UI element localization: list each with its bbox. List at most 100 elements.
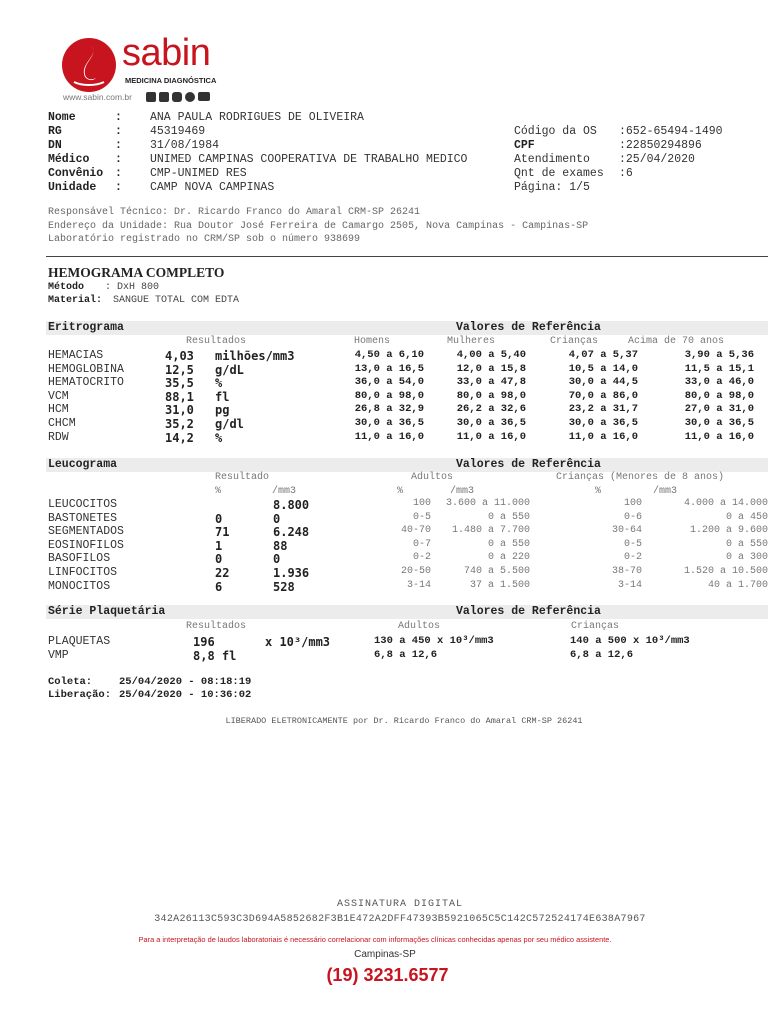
analyte-name: HEMOGLOBINA xyxy=(48,362,124,376)
analyte-name: HEMACIAS xyxy=(48,349,104,362)
patient-value: CAMP NOVA CAMPINAS xyxy=(150,181,275,194)
reference-range: 80,0 a 98,0 xyxy=(684,389,754,402)
child-absolute-range: 0 a 450 xyxy=(725,511,768,523)
child-range: 6,8 a 12,6 xyxy=(570,649,634,661)
divider xyxy=(46,256,768,257)
patient-label: Atendimento xyxy=(514,153,590,166)
adult-percent-range: 0-7 xyxy=(412,538,431,550)
signature-hash: 342A26113C593C3D694A5852682F3B1E472A2DFF… xyxy=(154,914,646,925)
section-header-bar xyxy=(46,458,768,472)
analyte-name: VMP xyxy=(48,649,69,662)
unit-header: % xyxy=(215,486,222,497)
result-unit: pg xyxy=(215,403,230,418)
reference-range: 11,0 a 16,0 xyxy=(456,430,526,443)
reference-range: 11,0 a 16,0 xyxy=(354,430,424,443)
result-absolute: 88 xyxy=(273,538,288,553)
patient-label: Convênio xyxy=(48,167,104,180)
column-header: Acima de 70 anos xyxy=(628,336,725,347)
twitter-icon[interactable] xyxy=(146,92,156,102)
analyte-name: HCM xyxy=(48,403,69,417)
reference-range: 26,8 a 32,9 xyxy=(354,403,424,416)
liberado-note: LIBERADO ELETRONICAMENTE por Dr. Ricardo… xyxy=(225,716,583,726)
reference-range: 30,0 a 36,5 xyxy=(354,417,424,429)
colon-separator: : xyxy=(115,139,122,152)
phone[interactable]: (19) 3231.6577 xyxy=(326,965,449,985)
result-absolute: 0 xyxy=(273,552,281,567)
method-label: Método xyxy=(48,282,85,293)
colon-separator: : xyxy=(115,111,122,124)
reference-range: 10,5 a 14,0 xyxy=(568,362,638,375)
analyte-name: VCM xyxy=(48,389,69,403)
adult-absolute-range: 0 a 550 xyxy=(487,511,530,523)
reference-range: 11,0 a 16,0 xyxy=(684,430,754,443)
adult-absolute-range: 1.480 a 7.700 xyxy=(451,525,530,537)
result-absolute: 0 xyxy=(273,511,281,526)
patient-value: 31/08/1984 xyxy=(150,139,220,152)
liberacao-label: Liberação: xyxy=(48,689,112,701)
colon-separator: : xyxy=(115,167,122,180)
reference-range: 30,0 a 44,5 xyxy=(568,376,638,389)
youtube-icon[interactable] xyxy=(198,92,210,101)
patient-label: Código da OS xyxy=(514,125,597,138)
result-absolute: 8.800 xyxy=(273,498,310,512)
reference-range: 80,0 a 98,0 xyxy=(354,389,424,402)
child-absolute-range: 1.520 a 10.500 xyxy=(683,566,768,577)
coleta-label: Coleta: xyxy=(48,676,93,688)
website-link[interactable]: www.sabin.com.br xyxy=(63,92,132,102)
colon-separator: : xyxy=(115,181,122,194)
liberacao-value: 25/04/2020 - 10:36:02 xyxy=(119,689,252,701)
result-value: 35,2 xyxy=(165,417,194,431)
adult-range: 6,8 a 12,6 xyxy=(374,649,438,661)
instagram-icon[interactable] xyxy=(172,92,182,102)
unit-header: % xyxy=(595,486,602,497)
patient-value: :652-65494-1490 xyxy=(619,125,723,138)
brand-tagline: MEDICINA DIAGNÓSTICA xyxy=(125,76,217,85)
result-percent: 1 xyxy=(215,538,223,553)
info-line: Responsável Técnico: Dr. Ricardo Franco … xyxy=(48,207,421,218)
reference-title: Valores de Referência xyxy=(456,605,601,618)
colon-separator: : xyxy=(115,125,122,138)
sabin-drop-icon xyxy=(62,38,116,92)
result-percent: 6 xyxy=(215,579,223,594)
result-value: 14,2 xyxy=(165,430,194,445)
child-absolute-range: 40 a 1.700 xyxy=(707,579,768,591)
disclaimer: Para a interpretação de laudos laborator… xyxy=(138,935,612,944)
patient-label: DN xyxy=(48,139,62,152)
patient-value: :22850294896 xyxy=(619,139,702,152)
adult-percent-range: 40-70 xyxy=(400,525,431,537)
adult-range: 130 a 450 x 10³/mm3 xyxy=(374,635,494,647)
analyte-name: BASTONETES xyxy=(48,511,118,525)
section-title: Série Plaquetária xyxy=(48,605,166,618)
column-header: Crianças xyxy=(571,621,620,632)
column-header: Resultados xyxy=(186,336,247,347)
result-percent: 71 xyxy=(215,525,230,540)
patient-label: RG xyxy=(48,125,62,138)
info-line: Laboratório registrado no CRM/SP sob o n… xyxy=(48,234,361,245)
spotify-icon[interactable] xyxy=(185,92,195,102)
column-header: Resultados xyxy=(186,621,247,632)
reference-range: 12,0 a 15,8 xyxy=(456,362,526,375)
result-unit: x 10³/mm3 xyxy=(265,635,331,649)
unit-header: % xyxy=(397,486,404,497)
result-unit: fl xyxy=(215,389,230,404)
city: Campinas-SP xyxy=(354,949,416,960)
child-percent-range: 0-5 xyxy=(623,538,642,550)
analyte-name: PLAQUETAS xyxy=(48,635,111,648)
analyte-name: LINFOCITOS xyxy=(48,566,118,579)
unit-header: /mm3 xyxy=(653,486,678,497)
analyte-name: EOSINOFILOS xyxy=(48,538,124,552)
material-value: SANGUE TOTAL COM EDTA xyxy=(113,295,240,306)
section-title: Eritrograma xyxy=(48,321,124,334)
patient-value: UNIMED CAMPINAS COOPERATIVA DE TRABALHO … xyxy=(150,153,468,166)
reference-range: 13,0 a 16,5 xyxy=(354,362,424,375)
facebook-icon[interactable] xyxy=(159,92,169,102)
result-unit: milhões/mm3 xyxy=(215,349,295,363)
result-unit: % xyxy=(215,430,223,445)
result-percent: 22 xyxy=(215,566,230,580)
adult-absolute-range: 740 a 5.500 xyxy=(463,566,530,577)
child-percent-range: 0-2 xyxy=(623,552,642,564)
brand-name: sabin xyxy=(122,32,211,74)
analyte-name: HEMATOCRITO xyxy=(48,376,124,390)
patient-label: Médico xyxy=(48,153,90,166)
column-header: Crianças xyxy=(550,336,599,347)
